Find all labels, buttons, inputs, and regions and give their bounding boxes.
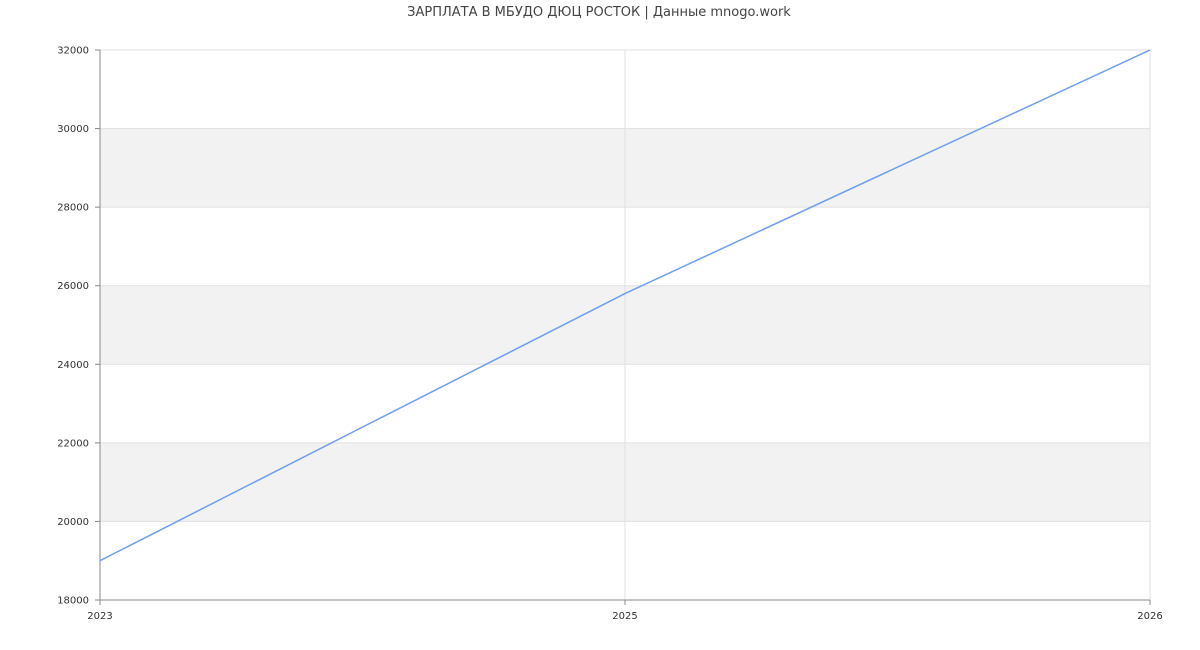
y-tick-label: 32000 bbox=[57, 46, 89, 57]
x-tick-label: 2026 bbox=[1137, 611, 1162, 622]
x-tick-label: 2023 bbox=[87, 611, 112, 622]
y-tick-label: 26000 bbox=[57, 281, 89, 292]
chart-title: ЗАРПЛАТА В МБУДО ДЮЦ РОСТОК | Данные mno… bbox=[407, 5, 791, 20]
y-tick-label: 30000 bbox=[57, 124, 89, 135]
y-tick-label: 28000 bbox=[57, 203, 89, 214]
y-tick-label: 22000 bbox=[57, 438, 89, 449]
x-tick-label: 2025 bbox=[612, 611, 637, 622]
y-tick-label: 18000 bbox=[57, 596, 89, 607]
y-tick-label: 24000 bbox=[57, 360, 89, 371]
y-tick-label: 20000 bbox=[57, 517, 89, 528]
